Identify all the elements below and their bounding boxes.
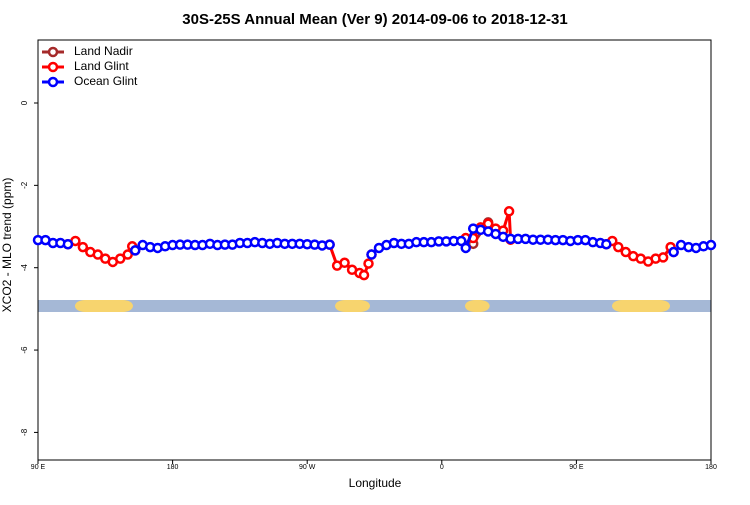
legend-label: Land Glint	[74, 59, 129, 73]
series-point	[668, 246, 679, 258]
legend-marker	[47, 46, 59, 58]
series-point	[601, 238, 612, 250]
x-tick-label: 180	[705, 464, 717, 471]
legend-marker	[47, 61, 59, 73]
series-point	[363, 258, 374, 269]
y-tick-label: -4	[20, 264, 29, 272]
series-point	[115, 253, 126, 264]
land-segment	[335, 300, 371, 312]
series-point	[77, 241, 89, 253]
y-tick-label: -8	[20, 428, 29, 436]
legend-label: Ocean Glint	[74, 74, 138, 88]
series-point	[613, 241, 624, 253]
series-point	[324, 239, 335, 250]
x-axis-label: Longitude	[349, 476, 402, 490]
series-point	[705, 239, 717, 251]
series-point	[62, 238, 74, 250]
series-point	[92, 249, 104, 260]
land-segment	[74, 300, 133, 312]
ocean-strip	[38, 300, 711, 312]
chart-title: 30S-25S Annual Mean (Ver 9) 2014-09-06 t…	[182, 11, 567, 28]
series-point	[503, 206, 515, 217]
series-point	[339, 257, 350, 269]
series-point	[122, 249, 133, 260]
y-tick-label: -2	[20, 181, 29, 189]
x-tick-label: 90 W	[299, 464, 316, 471]
y-axis-label: XCO2 - MLO trend (ppm)	[0, 178, 14, 313]
series-point	[620, 246, 632, 258]
x-tick-label: 90 E	[569, 464, 584, 471]
series-point	[460, 242, 471, 254]
x-tick-label: 90 E	[31, 464, 46, 471]
series-point	[657, 252, 669, 263]
legend-marker	[47, 76, 59, 88]
x-tick-label: 180	[167, 464, 179, 471]
series-point	[358, 269, 370, 281]
series-point	[366, 249, 377, 260]
y-tick-label: 0	[20, 100, 29, 105]
y-tick-label: -6	[20, 346, 29, 354]
x-tick-label: 0	[440, 464, 444, 471]
series-point	[455, 235, 467, 247]
legend-label: Land Nadir	[74, 44, 133, 58]
series-point	[129, 245, 141, 256]
land-segment	[611, 300, 671, 312]
land-segment	[464, 300, 490, 312]
